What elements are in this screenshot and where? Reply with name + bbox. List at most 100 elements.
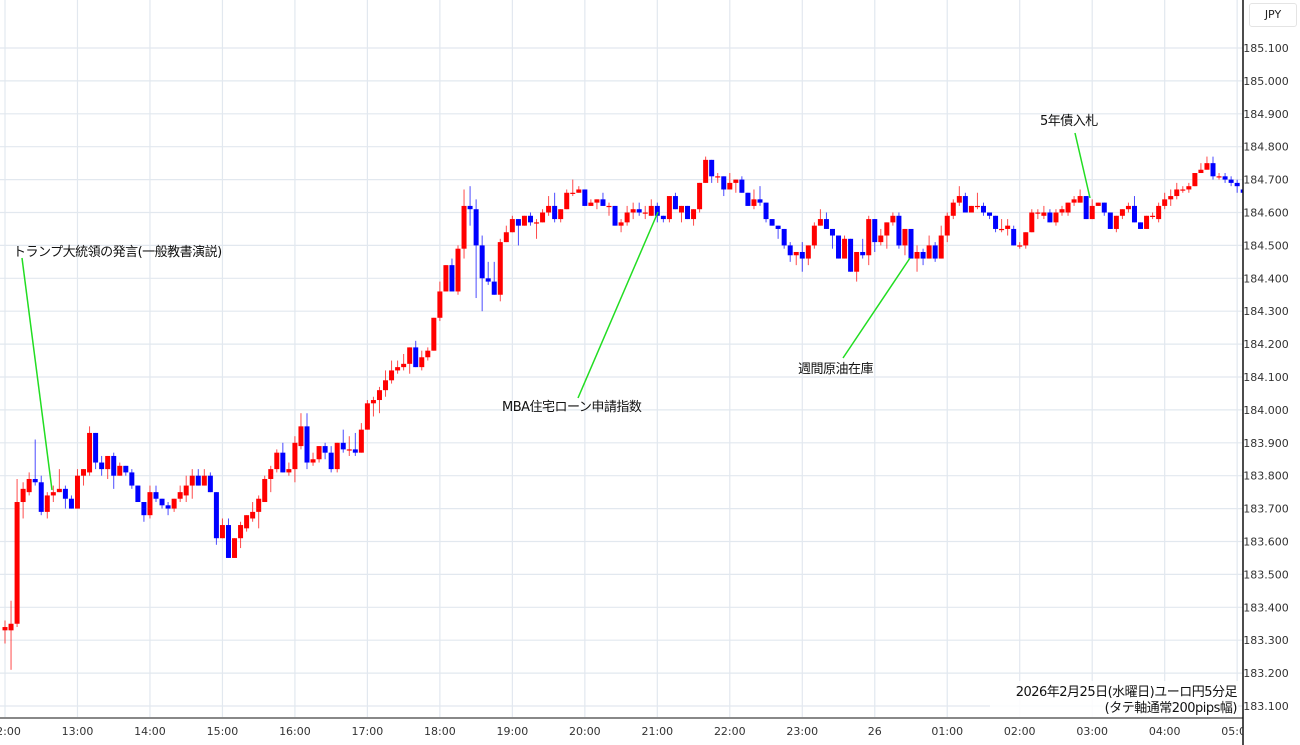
- candle-body: [334, 442, 340, 470]
- candle-body: [292, 442, 298, 470]
- candle-body: [238, 525, 244, 539]
- candle-down: [1047, 209, 1053, 223]
- candle-down: [848, 238, 854, 272]
- y-tick-label: 184.000: [1243, 404, 1289, 417]
- candle-body: [1131, 205, 1137, 223]
- candle-body: [1017, 245, 1023, 247]
- candle-body: [914, 251, 920, 259]
- candle-down: [993, 215, 999, 233]
- y-tick-label: 184.600: [1243, 207, 1289, 220]
- y-tick-label: 184.900: [1243, 108, 1289, 121]
- candle-body: [1192, 173, 1198, 187]
- candle-down: [485, 261, 491, 285]
- candle-body: [999, 228, 1005, 231]
- candle-down: [123, 465, 129, 476]
- candle-body: [207, 475, 213, 493]
- candle-body: [1029, 212, 1035, 233]
- candle-body: [1198, 169, 1204, 174]
- candle-body: [1186, 186, 1192, 190]
- candle-down: [1011, 225, 1017, 246]
- candle-body: [129, 472, 135, 486]
- candle-body: [1053, 212, 1059, 223]
- candle-body: [805, 245, 811, 259]
- candle-body: [866, 219, 872, 256]
- candle-down: [141, 502, 147, 522]
- candle-down: [636, 202, 642, 216]
- candle-up: [1168, 189, 1174, 206]
- y-tick-label: 183.600: [1243, 536, 1289, 549]
- candle-down: [1131, 196, 1137, 223]
- candle-body: [781, 228, 787, 246]
- candle-body: [727, 182, 733, 190]
- candle-up: [884, 222, 890, 249]
- y-tick-label: 183.800: [1243, 470, 1289, 483]
- candle-up: [697, 182, 703, 213]
- candle-body: [1240, 189, 1243, 193]
- candle-body: [183, 485, 189, 496]
- candle-body: [685, 205, 691, 220]
- candle-body: [775, 225, 781, 229]
- x-tick-label: 01:00: [931, 725, 963, 738]
- candle-down: [1210, 156, 1216, 180]
- candle-up: [950, 199, 956, 220]
- candle-up: [938, 225, 944, 259]
- annotation-label: トランプ大統領の発言(一般教書演説): [13, 244, 222, 260]
- candle-up: [346, 436, 352, 456]
- candle-body: [950, 202, 956, 216]
- y-tick-label: 183.100: [1243, 700, 1289, 713]
- x-tick-label: 04:00: [1149, 725, 1181, 738]
- candle-body: [932, 245, 938, 259]
- x-tick-label: 21:00: [641, 725, 673, 738]
- candle-body: [1011, 228, 1017, 246]
- y-tick-label: 183.500: [1243, 568, 1289, 581]
- candle-body: [745, 192, 751, 206]
- chart-caption-line1: 2026年2月25日(水曜日)ユーロ円5分足: [1016, 685, 1238, 700]
- candle-body: [44, 495, 50, 512]
- annotation-label: 週間原油在庫: [798, 362, 874, 377]
- candle-down: [280, 442, 286, 473]
- candle-body: [582, 189, 588, 206]
- candle-body: [1180, 189, 1186, 191]
- candle-up: [147, 485, 153, 519]
- candle-body: [570, 192, 576, 194]
- candle-body: [105, 455, 111, 470]
- candle-up: [1065, 202, 1071, 216]
- candle-body: [836, 235, 842, 259]
- candle-body: [431, 317, 437, 351]
- candle-down: [38, 475, 44, 516]
- candle-up: [87, 426, 93, 476]
- candle-down: [491, 261, 497, 295]
- candle-up: [624, 205, 630, 226]
- candle-body: [612, 205, 618, 226]
- candle-body: [890, 215, 896, 223]
- candle-body: [32, 478, 38, 483]
- candle-up: [1192, 173, 1198, 187]
- candle-up: [546, 196, 552, 216]
- candle-down: [872, 219, 878, 252]
- candle-body: [38, 482, 44, 512]
- candle-body: [262, 478, 268, 503]
- candle-down: [721, 176, 727, 197]
- candle-down: [449, 258, 455, 292]
- currency-button[interactable]: JPY: [1249, 3, 1297, 27]
- candle-body: [678, 205, 684, 213]
- candle-down: [1240, 186, 1243, 197]
- x-tick-label: 03:00: [1076, 725, 1108, 738]
- candle-body: [2, 627, 8, 631]
- candle-up: [56, 469, 62, 493]
- candle-down: [340, 429, 346, 453]
- candle-down: [304, 413, 310, 470]
- candle-up: [509, 215, 515, 233]
- candle-down: [515, 219, 521, 246]
- candle-body: [195, 475, 201, 486]
- candle-body: [213, 492, 219, 539]
- candle-up: [219, 518, 225, 539]
- y-tick-label: 183.700: [1243, 503, 1289, 516]
- candle-body: [1089, 205, 1095, 220]
- candle-up: [1198, 163, 1204, 174]
- candle-up: [666, 196, 672, 223]
- candle-up: [1186, 182, 1192, 193]
- x-tick-label: 13:00: [62, 725, 94, 738]
- candle-body: [1077, 196, 1083, 203]
